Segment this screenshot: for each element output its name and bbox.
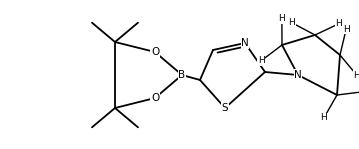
Text: B: B	[178, 70, 186, 80]
Text: H: H	[321, 113, 327, 122]
Text: H: H	[258, 56, 265, 65]
Text: H: H	[279, 14, 285, 23]
Text: S: S	[222, 103, 228, 113]
Text: O: O	[151, 47, 159, 57]
Text: O: O	[151, 93, 159, 103]
Text: N: N	[294, 70, 302, 80]
Text: H: H	[343, 25, 349, 34]
Text: H: H	[289, 18, 295, 27]
Text: N: N	[241, 38, 249, 48]
Text: H: H	[353, 71, 359, 80]
Text: H: H	[335, 19, 342, 28]
